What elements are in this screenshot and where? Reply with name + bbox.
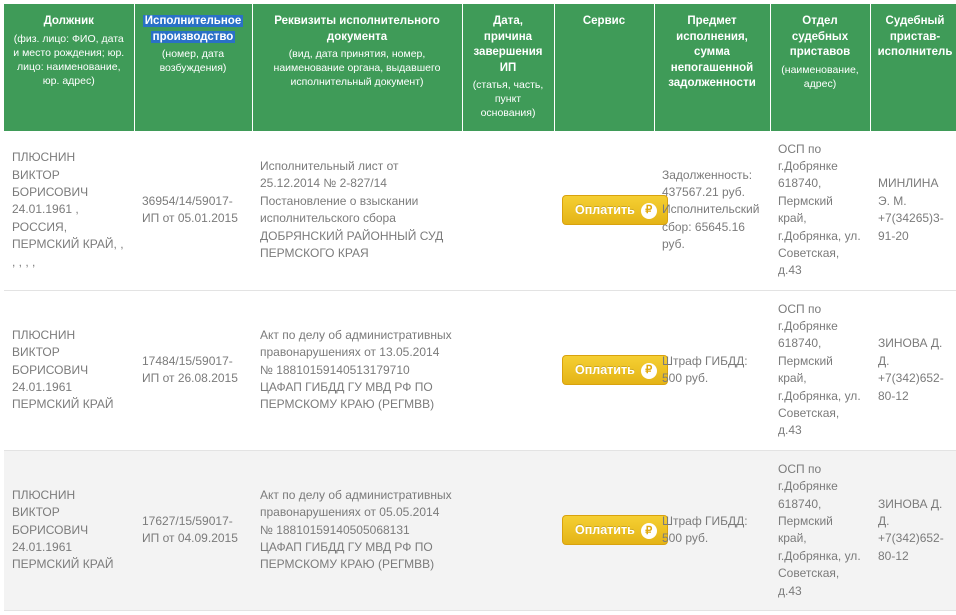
debtor-cell: ПЛЮСНИН ВИКТОР БОРИСОВИЧ 24.01.1961 ПЕРМ…: [4, 290, 134, 450]
col-header-5[interactable]: Предмет исполнения, сумма непогашенной з…: [654, 4, 770, 131]
dept-cell: ОСП по г.Добрянке 618740, Пермский край,…: [770, 290, 870, 450]
dept-cell: ОСП по г.Добрянке 618740, Пермский край,…: [770, 131, 870, 291]
ruble-icon: ₽: [641, 363, 657, 379]
subject-cell: Задолженность: 437567.21 руб. Исполнител…: [654, 131, 770, 291]
subject-cell: Штраф ГИБДД: 500 руб.: [654, 290, 770, 450]
col-header-0[interactable]: Должник(физ. лицо: ФИО, дата и место рож…: [4, 4, 134, 131]
case-cell: 36954/14/59017-ИП от 05.01.2015: [134, 131, 252, 291]
ruble-icon: ₽: [641, 203, 657, 219]
enforcement-table: Должник(физ. лицо: ФИО, дата и место рож…: [4, 4, 956, 611]
officer-cell: ЗИНОВА Д. Д. +7(342)652-80-12: [870, 450, 956, 610]
officer-cell: ЗИНОВА Д. Д. +7(342)652-80-12: [870, 290, 956, 450]
case-cell: 17627/15/59017-ИП от 04.09.2015: [134, 450, 252, 610]
service-cell: Оплатить ₽: [554, 450, 654, 610]
table-header: Должник(физ. лицо: ФИО, дата и место рож…: [4, 4, 956, 131]
service-cell: Оплатить ₽: [554, 131, 654, 291]
table-row: ПЛЮСНИН ВИКТОР БОРИСОВИЧ 24.01.1961 ПЕРМ…: [4, 450, 956, 610]
col-header-6[interactable]: Отдел судебных приставов(наименование, а…: [770, 4, 870, 131]
ruble-icon: ₽: [641, 523, 657, 539]
table-body: ПЛЮСНИН ВИКТОР БОРИСОВИЧ 24.01.1961 , РО…: [4, 131, 956, 611]
case-cell: 17484/15/59017-ИП от 26.08.2015: [134, 290, 252, 450]
document-cell: Акт по делу об административных правонар…: [252, 290, 462, 450]
document-cell: Исполнительный лист от 25.12.2014 № 2-82…: [252, 131, 462, 291]
ended-cell: [462, 450, 554, 610]
dept-cell: ОСП по г.Добрянке 618740, Пермский край,…: [770, 450, 870, 610]
pay-button-label: Оплатить: [575, 363, 635, 377]
pay-button[interactable]: Оплатить ₽: [562, 355, 668, 385]
table-row: ПЛЮСНИН ВИКТОР БОРИСОВИЧ 24.01.1961 , РО…: [4, 131, 956, 291]
col-header-2[interactable]: Реквизиты исполнительного документа(вид,…: [252, 4, 462, 131]
col-header-4[interactable]: Сервис: [554, 4, 654, 131]
service-cell: Оплатить ₽: [554, 290, 654, 450]
col-header-7[interactable]: Судебный пристав-исполнитель: [870, 4, 956, 131]
debtor-cell: ПЛЮСНИН ВИКТОР БОРИСОВИЧ 24.01.1961 ПЕРМ…: [4, 450, 134, 610]
table-row: ПЛЮСНИН ВИКТОР БОРИСОВИЧ 24.01.1961 ПЕРМ…: [4, 290, 956, 450]
col-header-1[interactable]: Исполнительноепроизводство(номер, дата в…: [134, 4, 252, 131]
officer-cell: МИНЛИНА Э. М. +7(34265)3-91-20: [870, 131, 956, 291]
pay-button[interactable]: Оплатить ₽: [562, 195, 668, 225]
document-cell: Акт по делу об административных правонар…: [252, 450, 462, 610]
ended-cell: [462, 131, 554, 291]
ended-cell: [462, 290, 554, 450]
subject-cell: Штраф ГИБДД: 500 руб.: [654, 450, 770, 610]
pay-button-label: Оплатить: [575, 523, 635, 537]
pay-button-label: Оплатить: [575, 203, 635, 217]
debtor-cell: ПЛЮСНИН ВИКТОР БОРИСОВИЧ 24.01.1961 , РО…: [4, 131, 134, 291]
pay-button[interactable]: Оплатить ₽: [562, 515, 668, 545]
col-header-3[interactable]: Дата, причина завершения ИП(статья, част…: [462, 4, 554, 131]
